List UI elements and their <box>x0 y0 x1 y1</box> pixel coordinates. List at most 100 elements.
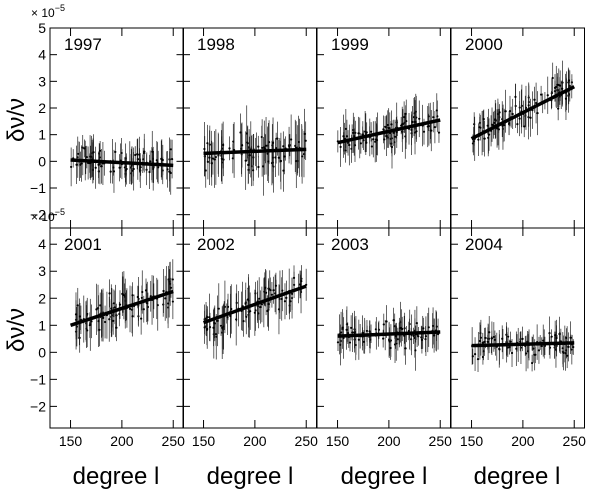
data-point <box>564 97 568 100</box>
data-point <box>387 126 390 130</box>
data-point <box>274 284 278 287</box>
data-point <box>304 139 307 142</box>
x-tick-label: 200 <box>511 433 535 449</box>
data-point <box>494 118 497 121</box>
fit-line-2000 <box>470 85 576 141</box>
data-point <box>404 112 407 115</box>
axes-layer: −2 −1 0 1 2 3 4 5 −2 −1 0 1 2 3 4 150 200 250 150 200 250 150… <box>30 20 586 449</box>
data-point <box>484 336 487 340</box>
data-point <box>530 361 534 365</box>
data-point <box>542 339 545 342</box>
data-point <box>298 283 302 286</box>
data-point <box>140 317 143 320</box>
data-point <box>206 316 209 319</box>
data-point <box>121 292 124 296</box>
data-point <box>401 327 404 331</box>
data-point <box>401 123 404 126</box>
panel-year-label: 1998 <box>197 35 235 54</box>
data-point <box>270 293 274 296</box>
data-point <box>221 326 224 329</box>
data-point <box>88 324 91 327</box>
data-point <box>550 335 553 338</box>
data-point <box>262 165 265 168</box>
data-point <box>208 156 211 159</box>
data-point <box>74 313 78 316</box>
data-point <box>415 322 418 325</box>
data-point <box>78 315 82 318</box>
x-tick-label: 150 <box>326 433 350 449</box>
data-point <box>369 130 373 133</box>
data-point <box>144 289 148 292</box>
x-tick-label: 250 <box>563 433 587 449</box>
data-point <box>516 123 519 126</box>
data-point <box>389 346 392 350</box>
panel-1998 <box>203 105 307 196</box>
data-point <box>348 341 352 344</box>
panel-2001 <box>69 259 174 353</box>
data-point <box>385 320 388 323</box>
data-point <box>431 324 435 328</box>
data-point <box>94 166 97 169</box>
y-tick-label: 4 <box>38 47 46 63</box>
data-point <box>490 337 493 340</box>
data-point <box>282 169 285 172</box>
data-point <box>217 307 220 310</box>
x-tick-label: 200 <box>377 433 401 449</box>
data-point <box>572 345 575 349</box>
data-point <box>427 125 431 128</box>
data-point <box>76 304 79 307</box>
data-point <box>301 155 304 158</box>
data-point <box>396 338 399 341</box>
data-point <box>501 337 504 340</box>
y-exponent-bottom: × 10−5 <box>31 207 65 224</box>
data-point <box>289 300 292 303</box>
x-tick-label: 250 <box>295 433 319 449</box>
data-point <box>558 332 561 336</box>
data-point <box>110 307 113 310</box>
data-point <box>162 289 165 293</box>
data-point <box>98 328 101 331</box>
data-point <box>266 309 269 313</box>
data-point <box>85 155 88 159</box>
y-tick-label: −2 <box>30 398 46 414</box>
data-point <box>433 126 436 129</box>
panel-year-label: 2002 <box>197 235 235 254</box>
data-point <box>251 169 255 172</box>
data-point <box>115 326 118 329</box>
data-point <box>220 157 223 160</box>
data-point <box>280 297 283 301</box>
data-point <box>142 308 145 311</box>
data-point <box>564 352 567 355</box>
data-point <box>392 319 395 322</box>
data-point <box>372 138 375 141</box>
data-point <box>504 110 507 113</box>
y-tick-label: 4 <box>38 236 46 252</box>
data-point <box>272 289 275 292</box>
data-point <box>482 117 485 121</box>
data-point <box>393 135 397 138</box>
data-point <box>339 145 342 149</box>
data-point <box>559 84 562 87</box>
panel-frame-2000 <box>450 27 585 229</box>
x-tick-label: 200 <box>243 433 267 449</box>
data-point <box>214 155 217 159</box>
data-point <box>415 130 418 133</box>
data-point <box>364 130 367 133</box>
data-point <box>222 143 225 147</box>
data-point <box>510 351 514 355</box>
data-point <box>483 137 486 140</box>
y-exponent-top: × 10−5 <box>31 3 65 20</box>
x-tick-label: 200 <box>110 433 134 449</box>
data-point <box>208 143 211 146</box>
data-point <box>210 162 213 165</box>
data-point <box>554 334 557 337</box>
data-point <box>151 150 154 153</box>
data-point <box>171 300 174 303</box>
data-point <box>365 141 368 144</box>
data-point <box>418 117 421 120</box>
data-point <box>350 326 353 329</box>
data-point <box>515 347 518 350</box>
data-point <box>420 338 424 341</box>
data-point <box>283 300 287 303</box>
data-layer: 1997 1998 1999 2000 2001 2002 2003 2004 <box>64 35 576 372</box>
